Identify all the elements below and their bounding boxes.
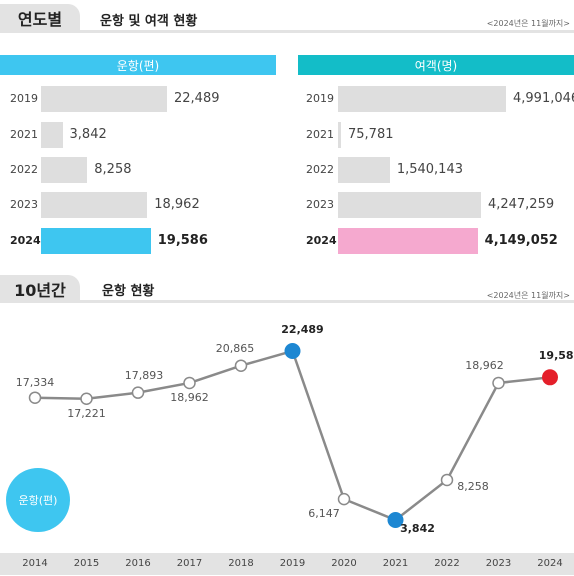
x-axis-band <box>0 553 574 575</box>
highlight-point <box>387 512 404 528</box>
passengers-year-label: 2022 <box>306 163 334 176</box>
point-value-label: 6,147 <box>308 507 340 521</box>
flights-line-chart <box>28 343 558 528</box>
x-tick-label: 2018 <box>228 558 254 569</box>
point-value-label: 17,893 <box>124 368 164 382</box>
section-note-yearly: <2024년은 11월까지> <box>486 19 570 28</box>
data-point <box>28 391 42 404</box>
flights-value-label: 22,489 <box>174 91 220 106</box>
section-note-decade: <2024년은 11월까지> <box>486 291 570 300</box>
data-point <box>440 473 454 487</box>
section-title-decade: 운항 현황 <box>102 284 155 299</box>
section-tab-yearly: 연도별 <box>0 4 80 32</box>
point-value-label: 18,962 <box>465 358 504 372</box>
data-point <box>80 392 93 405</box>
flights-value-label: 8,258 <box>94 162 132 177</box>
x-tick-label: 2023 <box>485 558 512 569</box>
x-tick-label: 2021 <box>382 558 409 569</box>
passengers-bar <box>338 192 481 218</box>
flights-value-label: 19,586 <box>157 233 208 248</box>
x-tick-label: 2017 <box>176 558 203 569</box>
flights-value-label: 3,842 <box>69 127 107 142</box>
passengers-value-label: 1,540,143 <box>396 162 463 177</box>
section-divider-2 <box>0 300 574 303</box>
highlight-point <box>542 369 558 386</box>
passengers-value-label: 4,247,259 <box>487 197 555 212</box>
point-value-label: 8,258 <box>457 479 489 493</box>
flights-bar <box>41 157 88 183</box>
flights-column-header: 운항(편) <box>0 55 276 75</box>
flights-year-label: 2024 <box>10 234 41 247</box>
passengers-column-header: 여객(명) <box>298 55 574 75</box>
section-divider <box>0 30 574 33</box>
flights-year-label: 2022 <box>10 163 38 176</box>
section-title-yearly: 운항 및 여객 현황 <box>100 14 198 29</box>
flights-bar <box>41 192 148 218</box>
flights-bar <box>41 86 167 112</box>
data-point <box>131 386 145 399</box>
x-tick-label: 2022 <box>434 558 460 569</box>
passengers-value-label: 4,991,046 <box>513 91 574 106</box>
series-line <box>34 349 551 522</box>
highlight-point <box>284 343 301 359</box>
x-tick-label: 2015 <box>73 558 100 569</box>
point-value-label: 3,842 <box>400 522 435 535</box>
flights-bar <box>41 122 63 148</box>
data-point <box>234 359 248 372</box>
data-point <box>492 376 505 390</box>
passengers-year-label: 2024 <box>306 234 337 247</box>
flights-year-label: 2021 <box>10 128 38 141</box>
point-value-label: 17,221 <box>67 406 106 420</box>
x-tick-label: 2016 <box>125 558 151 569</box>
series-badge: 운항(편) <box>6 468 70 532</box>
flights-bar <box>41 228 151 254</box>
passengers-bar <box>338 122 341 148</box>
passengers-year-label: 2021 <box>306 128 334 141</box>
x-tick-label: 2024 <box>537 558 563 569</box>
passengers-year-label: 2023 <box>306 198 334 211</box>
flights-year-label: 2019 <box>10 92 38 105</box>
passengers-value-label: 75,781 <box>348 127 394 142</box>
point-value-label: 18,962 <box>170 390 209 404</box>
section-tab-decade: 10년간 <box>0 275 80 303</box>
passengers-bar <box>338 86 506 112</box>
data-point <box>337 492 351 506</box>
flights-value-label: 18,962 <box>154 197 200 212</box>
passengers-bar <box>338 157 390 183</box>
x-tick-label: 2019 <box>279 558 306 569</box>
passengers-year-label: 2019 <box>306 92 334 105</box>
point-value-label: 19,586 <box>538 349 574 363</box>
passengers-value-label: 4,149,052 <box>484 233 558 248</box>
point-value-label: 17,334 <box>15 375 55 389</box>
x-tick-label: 2020 <box>331 558 357 569</box>
passengers-bar <box>338 228 478 254</box>
data-point <box>183 376 196 390</box>
flights-year-label: 2023 <box>10 198 38 211</box>
point-value-label: 22,489 <box>281 323 324 336</box>
point-value-label: 20,865 <box>215 341 255 355</box>
x-tick-label: 2014 <box>22 558 48 569</box>
